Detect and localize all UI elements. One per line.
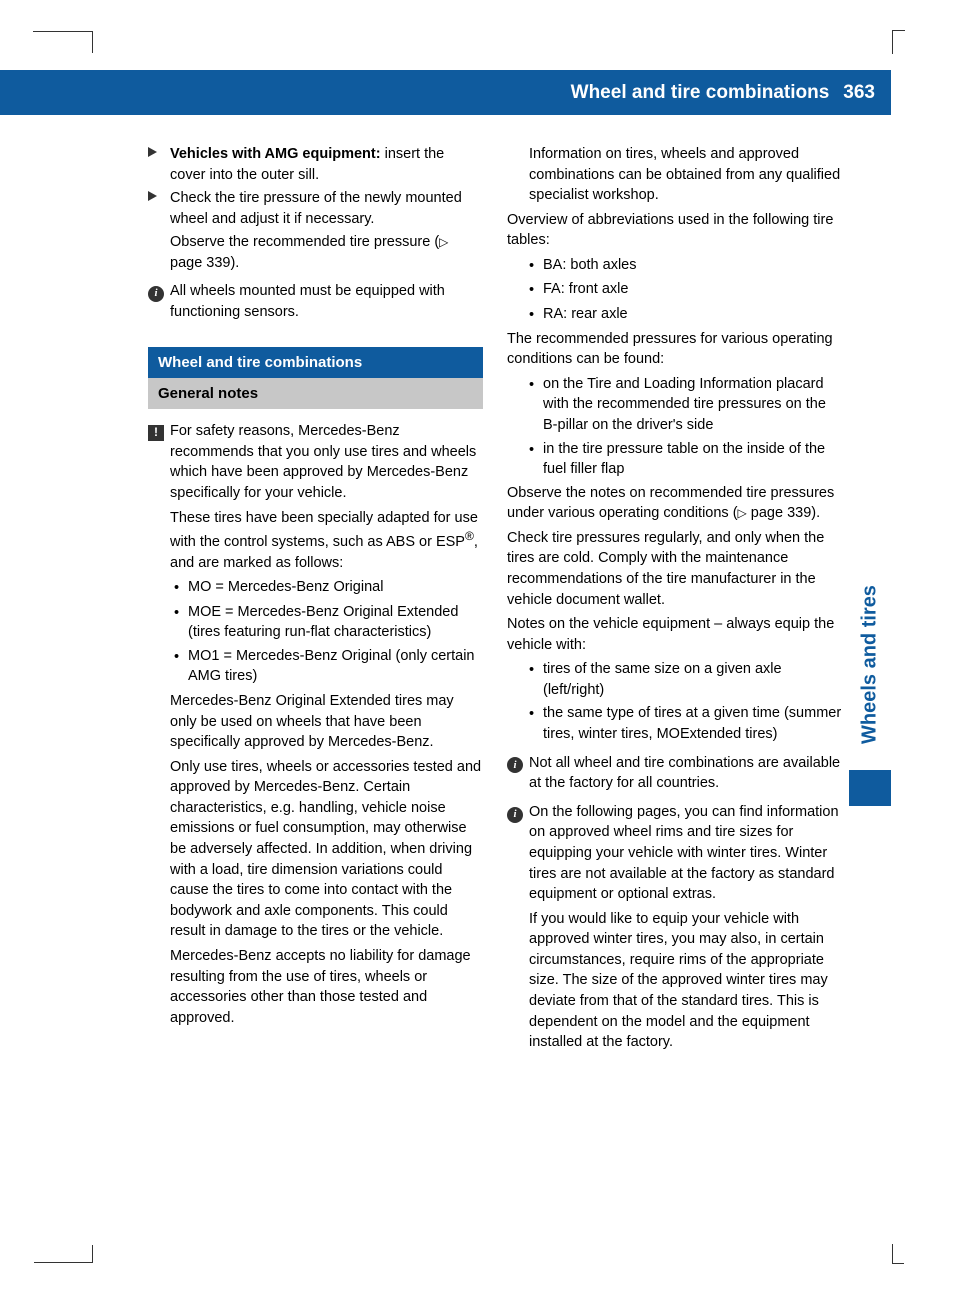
left-column: Vehicles with AMG equipment: insert the …: [148, 144, 483, 1057]
bullet-icon: •: [525, 279, 543, 301]
list-item: •MOE = Mercedes-Benz Original Extended (…: [170, 602, 483, 643]
body-text: Mercedes-Benz Original Extended tires ma…: [148, 691, 483, 753]
side-tab-accent: [849, 770, 891, 806]
info-note: i On the following pages, you can find i…: [507, 802, 842, 905]
body-text: Observe the recommended tire pressure (: [170, 234, 439, 250]
step-item: Check the tire pressure of the newly mou…: [148, 188, 483, 229]
body-text: Overview of abbreviations used in the fo…: [507, 210, 842, 251]
list-text: FA: front axle: [543, 279, 842, 300]
page-header: Wheel and tire combinations 363: [0, 70, 891, 115]
list-container: •on the Tire and Loading Information pla…: [507, 374, 842, 480]
bullet-icon: •: [525, 374, 543, 396]
bullet-icon: •: [525, 659, 543, 681]
list-item: •BA: both axles: [525, 255, 842, 277]
body-text: page 339).: [747, 505, 820, 521]
body-text: Only use tires, wheels or accessories te…: [148, 757, 483, 942]
body-text: Mercedes-Benz accepts no liability for d…: [148, 946, 483, 1028]
info-icon: i: [507, 753, 529, 775]
note-text: For safety reasons, Mercedes-Benz recomm…: [170, 421, 483, 503]
header-page-number: 363: [843, 82, 875, 104]
section-heading: Wheel and tire combinations: [148, 347, 483, 378]
note-text: On the following pages, you can find inf…: [529, 802, 842, 905]
bullet-icon: •: [525, 703, 543, 725]
body-text: page 339).: [170, 255, 239, 271]
bullet-icon: •: [525, 255, 543, 277]
list-item: •MO1 = Mercedes-Benz Original (only cert…: [170, 646, 483, 687]
crop-mark: [892, 1244, 904, 1264]
list-item: •on the Tire and Loading Information pla…: [525, 374, 842, 436]
list-item: •FA: front axle: [525, 279, 842, 301]
list-text: the same type of tires at a given time (…: [543, 703, 842, 744]
list-item: •tires of the same size on a given axle …: [525, 659, 842, 700]
page-ref-icon: ▷: [738, 506, 747, 520]
list-container: •BA: both axles •FA: front axle •RA: rea…: [507, 255, 842, 326]
list-text: BA: both axles: [543, 255, 842, 276]
crop-mark: [892, 30, 905, 54]
list-item: •MO = Mercedes-Benz Original: [170, 577, 483, 599]
step-text: Vehicles with AMG equipment: insert the …: [170, 144, 483, 185]
sub-heading: General notes: [148, 378, 483, 409]
side-tab-label: Wheels and tires: [849, 560, 891, 770]
list-item: •RA: rear axle: [525, 304, 842, 326]
page-ref-icon: ▷: [439, 235, 448, 249]
list-container: •MO = Mercedes-Benz Original •MOE = Merc…: [148, 577, 483, 687]
bullet-icon: •: [170, 577, 188, 599]
triangle-icon: [148, 188, 170, 201]
body-text: Observe the notes on recommended tire pr…: [507, 483, 842, 524]
bullet-icon: •: [525, 439, 543, 461]
body-text: Information on tires, wheels and approve…: [507, 144, 842, 206]
right-column: Information on tires, wheels and approve…: [507, 144, 842, 1057]
list-item: •in the tire pressure table on the insid…: [525, 439, 842, 480]
list-container: •tires of the same size on a given axle …: [507, 659, 842, 744]
note-text: Not all wheel and tire combinations are …: [529, 753, 842, 794]
bullet-icon: •: [170, 646, 188, 668]
bold-text: Vehicles with AMG equipment:: [170, 146, 381, 162]
warning-icon: !: [148, 421, 170, 443]
step-text: Check the tire pressure of the newly mou…: [170, 188, 483, 229]
bullet-icon: •: [525, 304, 543, 326]
warning-note: ! For safety reasons, Mercedes-Benz reco…: [148, 421, 483, 503]
info-icon: i: [507, 802, 529, 824]
content-area: Vehicles with AMG equipment: insert the …: [148, 144, 842, 1057]
info-note: i Not all wheel and tire combinations ar…: [507, 753, 842, 794]
body-text: These tires have been specially adapted …: [170, 510, 478, 550]
crop-mark: [33, 31, 93, 53]
body-text: These tires have been specially adapted …: [148, 508, 483, 574]
registered-mark: ®: [465, 529, 474, 543]
crop-mark: [34, 1245, 93, 1263]
info-note: i All wheels mounted must be equipped wi…: [148, 281, 483, 322]
body-text: Notes on the vehicle equipment – always …: [507, 614, 842, 655]
list-text: MO1 = Mercedes-Benz Original (only certa…: [188, 646, 483, 687]
list-text: on the Tire and Loading Information plac…: [543, 374, 842, 436]
header-title: Wheel and tire combinations: [571, 82, 830, 104]
body-text: If you would like to equip your vehicle …: [507, 909, 842, 1053]
list-text: tires of the same size on a given axle (…: [543, 659, 842, 700]
list-text: in the tire pressure table on the inside…: [543, 439, 842, 480]
body-text: Observe the recommended tire pressure (▷…: [148, 232, 483, 273]
list-text: MO = Mercedes-Benz Original: [188, 577, 483, 598]
note-text: All wheels mounted must be equipped with…: [170, 281, 483, 322]
bullet-icon: •: [170, 602, 188, 624]
list-item: •the same type of tires at a given time …: [525, 703, 842, 744]
body-text: Check tire pressures regularly, and only…: [507, 528, 842, 610]
body-text: The recommended pressures for various op…: [507, 329, 842, 370]
info-icon: i: [148, 281, 170, 303]
list-text: RA: rear axle: [543, 304, 842, 325]
list-text: MOE = Mercedes-Benz Original Extended (t…: [188, 602, 483, 643]
step-item: Vehicles with AMG equipment: insert the …: [148, 144, 483, 185]
triangle-icon: [148, 144, 170, 157]
